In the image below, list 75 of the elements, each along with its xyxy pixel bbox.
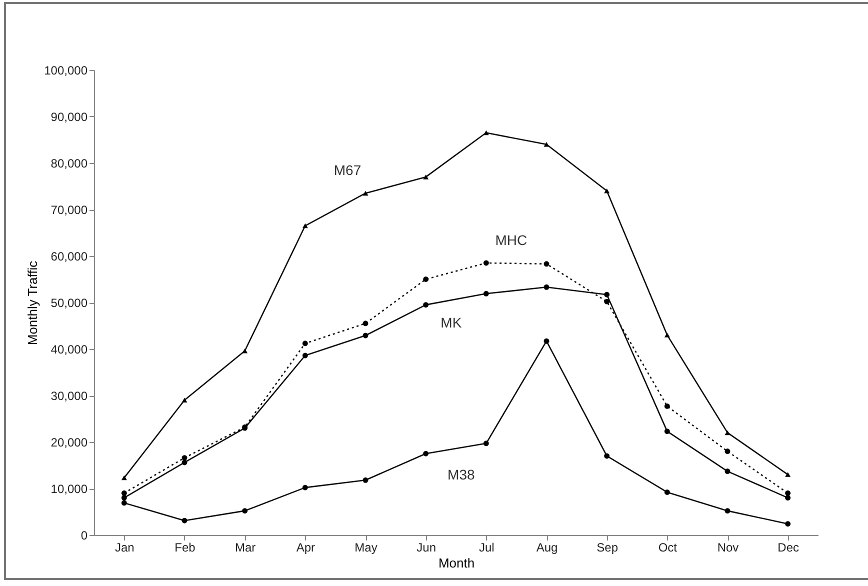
point [483, 290, 489, 296]
y-tick-label: 0 [80, 528, 88, 542]
point [724, 508, 730, 514]
y-tick-label: 50,000 [50, 296, 88, 310]
point [121, 490, 127, 496]
x-tick-label: May [354, 540, 378, 554]
x-tick-label: Nov [717, 540, 739, 554]
x-tick-label: Oct [658, 540, 678, 554]
point [604, 188, 610, 194]
point [302, 223, 308, 228]
y-tick-label: 70,000 [50, 203, 88, 217]
x-tick-label: Mar [234, 540, 256, 554]
point [544, 142, 550, 147]
point [604, 453, 610, 459]
series-label: M67 [334, 162, 362, 178]
x-tick-label: Jan [114, 540, 134, 554]
point [724, 448, 730, 454]
point [483, 130, 489, 136]
point [242, 508, 248, 514]
y-tick-label: 90,000 [50, 110, 88, 124]
point [544, 261, 550, 267]
point [362, 190, 368, 196]
point [604, 298, 610, 304]
series-label: MK [440, 314, 462, 331]
point [302, 340, 308, 346]
x-tick-label: Sep [596, 540, 618, 554]
x-tick-label: Jul [478, 540, 494, 554]
y-tick-label: 60,000 [50, 250, 88, 264]
x-tick-label: Dec [778, 540, 800, 554]
point [785, 472, 791, 477]
point [121, 500, 127, 506]
point [664, 489, 670, 495]
point [785, 521, 791, 527]
point [182, 398, 188, 403]
point [182, 455, 188, 461]
point [423, 174, 429, 180]
point [302, 352, 308, 358]
point [423, 450, 429, 456]
x-tick-label: Feb [174, 540, 196, 554]
point [785, 490, 791, 496]
y-tick-label: 30,000 [50, 389, 88, 403]
point [302, 484, 308, 490]
point [423, 276, 429, 282]
point [121, 495, 127, 501]
x-tick-label: Apr [296, 540, 316, 554]
y-tick-label: 40,000 [50, 342, 88, 356]
series-label: M38 [448, 466, 475, 482]
point [724, 430, 730, 436]
point [544, 284, 550, 290]
point [664, 403, 670, 409]
x-tick-label: Jun [416, 540, 436, 554]
y-tick-label: 10,000 [50, 482, 88, 496]
point [182, 518, 188, 524]
point [785, 495, 791, 501]
point [483, 440, 489, 446]
y-tick-label: 100,000 [44, 64, 88, 78]
x-tick-label: Aug [536, 540, 558, 554]
point [664, 428, 670, 434]
point [664, 332, 670, 338]
point [604, 292, 610, 298]
point [182, 460, 188, 466]
point [544, 338, 550, 344]
y-axis-title: Monthly Traffic [25, 260, 40, 346]
point [724, 468, 730, 474]
point [423, 302, 429, 308]
y-tick-label: 80,000 [50, 156, 88, 170]
series-label: MHC [495, 232, 528, 248]
point [362, 332, 368, 338]
point [121, 475, 127, 480]
point [362, 477, 368, 483]
point [362, 320, 368, 326]
point [242, 348, 248, 354]
x-axis-title: Month [438, 556, 475, 570]
y-tick-label: 20,000 [50, 436, 88, 450]
point [483, 260, 489, 266]
